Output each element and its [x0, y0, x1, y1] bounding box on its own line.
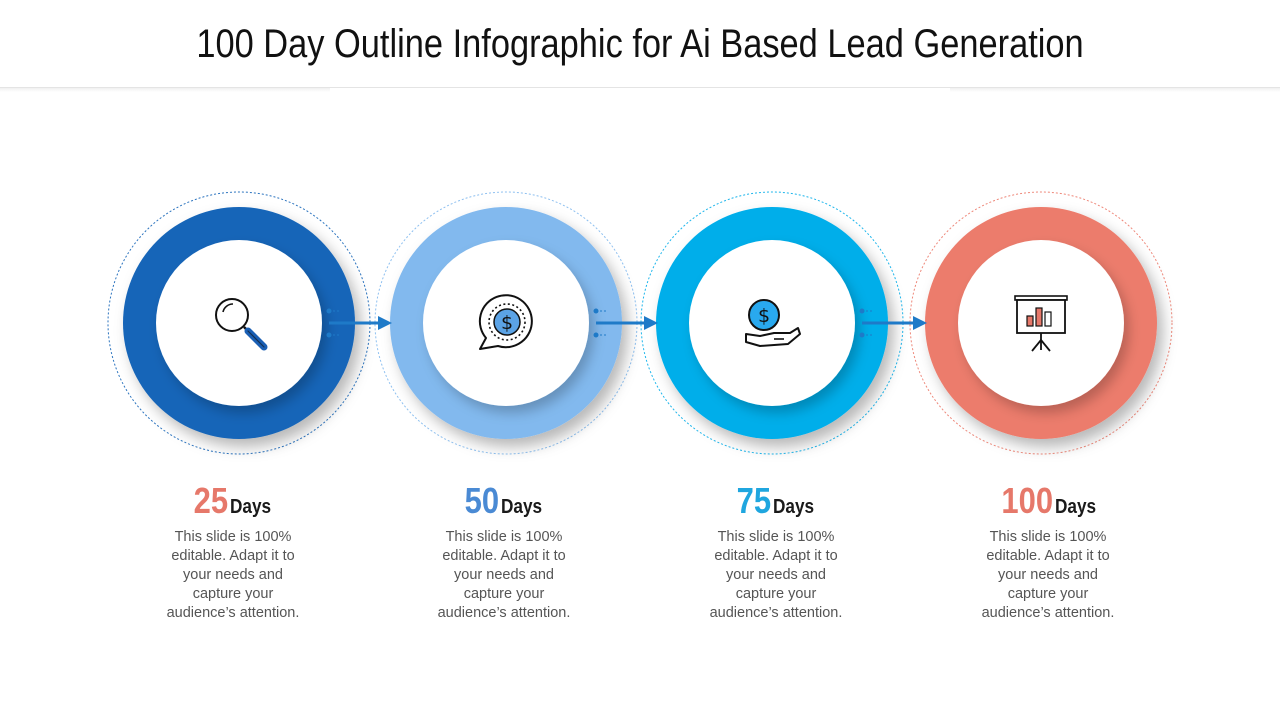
step-description: This slide is 100% editable. Adapt it to… — [437, 529, 571, 621]
step-caption-3: 75 Days This slide is 100% editable. Ada… — [676, 480, 876, 623]
magnifier-icon — [215, 298, 268, 351]
dollar-chat-icon: $ — [478, 294, 533, 350]
step-unit: Days — [230, 496, 272, 518]
connector-arrow-head — [913, 316, 927, 330]
step-description: This slide is 100% editable. Adapt it to… — [981, 529, 1115, 621]
step-heading: 100 Days — [948, 480, 1148, 528]
divider-shadow-right — [950, 88, 1280, 92]
step-caption-1: 25 Days This slide is 100% editable. Ada… — [133, 480, 333, 623]
presentation-chart-icon — [1014, 295, 1068, 352]
dashed-outline-ring — [909, 191, 1173, 455]
step-number: 100 — [1001, 480, 1053, 521]
divider-shadow-left — [0, 88, 330, 92]
step-number: 50 — [464, 480, 499, 521]
svg-text:$: $ — [501, 312, 513, 334]
step-caption-4: 100 Days This slide is 100% editable. Ad… — [948, 480, 1148, 623]
step-caption-2: 50 Days This slide is 100% editable. Ada… — [404, 480, 604, 623]
hand-coin-icon: $ — [745, 299, 801, 347]
step-number: 25 — [193, 480, 228, 521]
svg-text:$: $ — [758, 305, 770, 327]
step-description: This slide is 100% editable. Adapt it to… — [166, 529, 300, 621]
step-unit: Days — [773, 496, 815, 518]
step-unit: Days — [1055, 496, 1097, 518]
page-title: 100 Day Outline Infographic for Ai Based… — [196, 22, 1084, 66]
step-heading: 25 Days — [133, 480, 333, 528]
step-unit: Days — [501, 496, 543, 518]
step-number: 75 — [736, 480, 771, 521]
step-heading: 75 Days — [676, 480, 876, 528]
step-description: This slide is 100% editable. Adapt it to… — [709, 529, 843, 621]
connector-arrow-head — [644, 316, 658, 330]
step-heading: 50 Days — [404, 480, 604, 528]
title-divider — [0, 87, 1280, 88]
connector-arrow-head — [378, 316, 392, 330]
